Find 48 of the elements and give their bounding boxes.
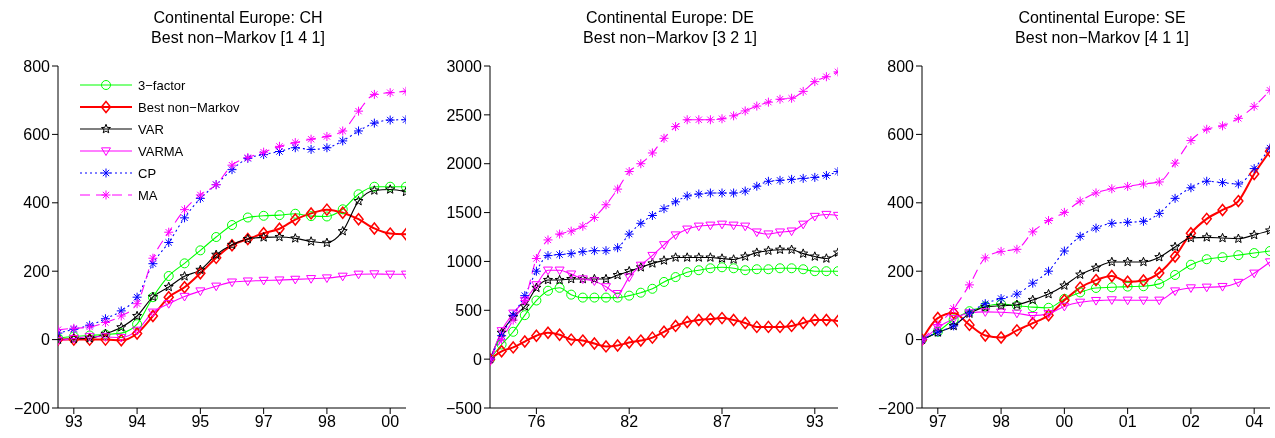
y-tick-label: 0 xyxy=(905,331,915,349)
x-tick-label: 87 xyxy=(713,413,731,431)
y-tick-label: 200 xyxy=(887,262,915,280)
y-tick-label: 500 xyxy=(455,301,483,319)
x-tick-label: 82 xyxy=(620,413,639,431)
y-tick-label: −500 xyxy=(445,399,483,417)
y-tick-label: 800 xyxy=(887,57,915,75)
x-tick-label: 98 xyxy=(992,413,1011,431)
y-tick-label: 400 xyxy=(887,194,915,212)
chart-subtitle: Best non−Markov [3 2 1] xyxy=(582,28,758,48)
y-tick-label: 800 xyxy=(23,57,51,75)
x-tick-label: 04 xyxy=(1245,413,1264,431)
y-tick-label: 0 xyxy=(473,350,483,368)
chart-subtitle: Best non−Markov [1 4 1] xyxy=(150,28,326,48)
y-tick-label: −200 xyxy=(877,399,915,417)
chart-title: Continental Europe: CH xyxy=(152,8,324,28)
y-tick-label: 400 xyxy=(23,194,51,212)
x-tick-label: 98 xyxy=(318,413,336,431)
legend-label: MA xyxy=(138,187,158,203)
legend-label: VARMA xyxy=(138,143,184,159)
y-tick-label: 200 xyxy=(23,262,51,280)
y-tick-label: 1500 xyxy=(446,204,483,222)
x-tick-label: 93 xyxy=(805,413,824,431)
x-tick-label: 94 xyxy=(128,413,147,431)
legend-label: Best non−Markov xyxy=(138,99,240,115)
x-tick-label: 97 xyxy=(928,413,947,431)
chart-subtitle: Best non−Markov [4 1 1] xyxy=(1014,28,1190,48)
legend-label: CP xyxy=(138,165,157,181)
legend-label: 3−factor xyxy=(138,77,186,93)
y-tick-label: 600 xyxy=(23,126,51,144)
x-tick-label: 76 xyxy=(527,413,546,431)
x-tick-label: 01 xyxy=(1118,413,1137,431)
x-tick-label: 95 xyxy=(191,413,210,431)
x-tick-label: 00 xyxy=(1055,413,1074,431)
x-tick-label: 02 xyxy=(1182,413,1200,431)
y-tick-label: 3000 xyxy=(446,57,483,75)
chart-title: Continental Europe: DE xyxy=(584,8,756,28)
y-tick-label: 2000 xyxy=(446,155,483,173)
y-tick-label: −200 xyxy=(13,399,51,417)
y-tick-label: 2500 xyxy=(446,106,483,124)
x-tick-label: 00 xyxy=(381,413,400,431)
y-tick-label: 600 xyxy=(887,126,915,144)
y-tick-label: 1000 xyxy=(446,253,483,271)
x-tick-label: 93 xyxy=(64,413,83,431)
chart-title: Continental Europe: SE xyxy=(1017,8,1187,28)
legend-label: VAR xyxy=(138,121,164,137)
x-tick-label: 97 xyxy=(254,413,273,431)
y-tick-label: 0 xyxy=(41,331,51,349)
